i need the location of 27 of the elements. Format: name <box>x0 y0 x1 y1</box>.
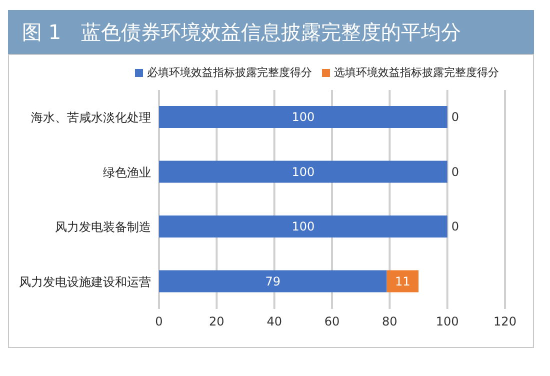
data-label: 79 <box>265 274 281 288</box>
x-tick-label: 80 <box>382 314 398 329</box>
x-tick-label: 20 <box>209 314 224 329</box>
data-label: 0 <box>451 110 459 124</box>
x-tick-label: 40 <box>266 314 282 329</box>
bar <box>159 106 448 128</box>
x-tick-label: 60 <box>324 314 340 329</box>
y-tick-label: 风力发电设施建设和运营 <box>19 274 151 289</box>
data-label: 100 <box>292 110 315 124</box>
data-label: 0 <box>451 164 459 179</box>
bar <box>386 270 418 292</box>
data-label: 0 <box>451 220 459 234</box>
x-tick-label: 100 <box>436 314 459 329</box>
data-label: 100 <box>292 220 315 234</box>
y-tick-label: 绿色渔业 <box>103 165 151 180</box>
legend-label: 必填环境效益指标披露完整度得分 <box>147 66 312 79</box>
legend-label: 选填环境效益指标披露完整度得分 <box>334 66 499 79</box>
data-label: 100 <box>292 164 315 179</box>
bar <box>159 160 448 183</box>
bar <box>159 270 387 292</box>
data-label: 11 <box>395 274 410 288</box>
chart-title: 图 1 蓝色债券环境效益信息披露完整度的平均分 <box>8 10 534 54</box>
y-tick-label: 海水、苦咸水淡化处理 <box>31 110 151 125</box>
x-tick-label: 120 <box>494 314 516 329</box>
bar <box>159 216 448 238</box>
y-tick-label: 风力发电装备制造 <box>55 220 151 234</box>
x-tick-label: 0 <box>155 314 163 329</box>
